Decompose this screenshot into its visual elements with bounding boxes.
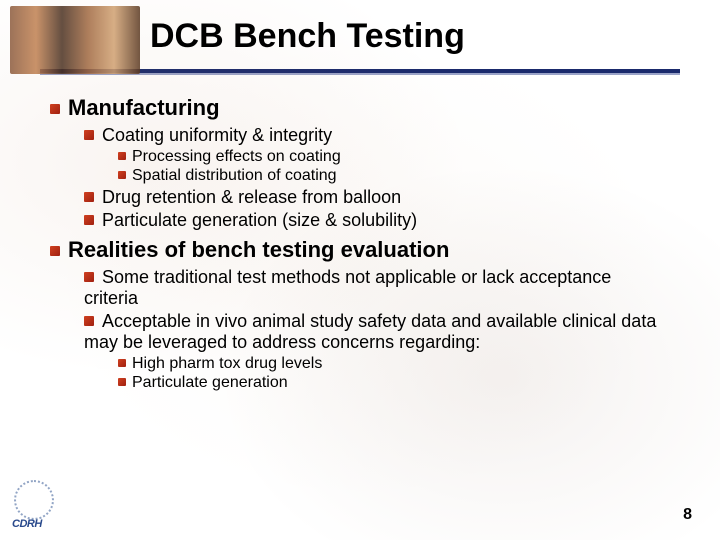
list-item: Spatial distribution of coating — [118, 167, 670, 185]
slide-header: DCB Bench Testing — [0, 0, 720, 63]
list-item: High pharm tox drug levels — [118, 355, 670, 373]
list-item: Coating uniformity & integrity Processing… — [84, 125, 670, 185]
bullet-icon — [84, 192, 94, 202]
list-item: Processing effects on coating — [118, 148, 670, 166]
bullet-icon — [84, 316, 94, 326]
list-item-text: High pharm tox drug levels — [132, 355, 322, 372]
list-item-text: Particulate generation (size & solubilit… — [102, 210, 417, 230]
list-item-text: Realities of bench testing evaluation — [68, 237, 449, 262]
list-item: Particulate generation (size & solubilit… — [84, 210, 670, 231]
list-item: Realities of bench testing evaluation Som… — [50, 237, 670, 392]
list-item: Acceptable in vivo animal study safety d… — [84, 311, 670, 392]
bullet-icon — [84, 272, 94, 282]
bullet-sublist: Some traditional test methods not applic… — [84, 267, 670, 392]
list-item-text: Particulate generation — [132, 374, 288, 391]
list-item-text: Coating uniformity & integrity — [102, 125, 332, 145]
list-item-text: Spatial distribution of coating — [132, 167, 337, 184]
logo-text: CDRH — [12, 518, 42, 530]
bullet-icon — [118, 171, 126, 179]
slide-content: Manufacturing Coating uniformity & integr… — [0, 75, 720, 392]
bullet-icon — [84, 215, 94, 225]
list-item-text: Drug retention & release from balloon — [102, 187, 401, 207]
bullet-sublist: High pharm tox drug levels Particulate ge… — [118, 355, 670, 392]
bullet-sublist: Coating uniformity & integrity Processing… — [84, 125, 670, 231]
bullet-icon — [50, 246, 60, 256]
header-image-strip — [10, 6, 140, 74]
slide-title: DCB Bench Testing — [150, 18, 680, 55]
bullet-sublist: Processing effects on coating Spatial dis… — [118, 148, 670, 185]
list-item: Manufacturing Coating uniformity & integr… — [50, 95, 670, 231]
page-number: 8 — [683, 506, 692, 524]
list-item-text: Acceptable in vivo animal study safety d… — [84, 311, 656, 352]
list-item: Some traditional test methods not applic… — [84, 267, 670, 309]
bullet-icon — [50, 104, 60, 114]
bullet-list: Manufacturing Coating uniformity & integr… — [50, 95, 670, 392]
bullet-icon — [84, 130, 94, 140]
list-item: Particulate generation — [118, 374, 670, 392]
bullet-icon — [118, 152, 126, 160]
bullet-icon — [118, 378, 126, 386]
logo-ring-icon — [14, 480, 54, 520]
bullet-icon — [118, 359, 126, 367]
list-item: Drug retention & release from balloon — [84, 187, 670, 208]
list-item-text: Manufacturing — [68, 95, 220, 120]
footer-logo: CDRH — [12, 480, 72, 530]
list-item-text: Some traditional test methods not applic… — [84, 267, 611, 308]
list-item-text: Processing effects on coating — [132, 148, 341, 165]
